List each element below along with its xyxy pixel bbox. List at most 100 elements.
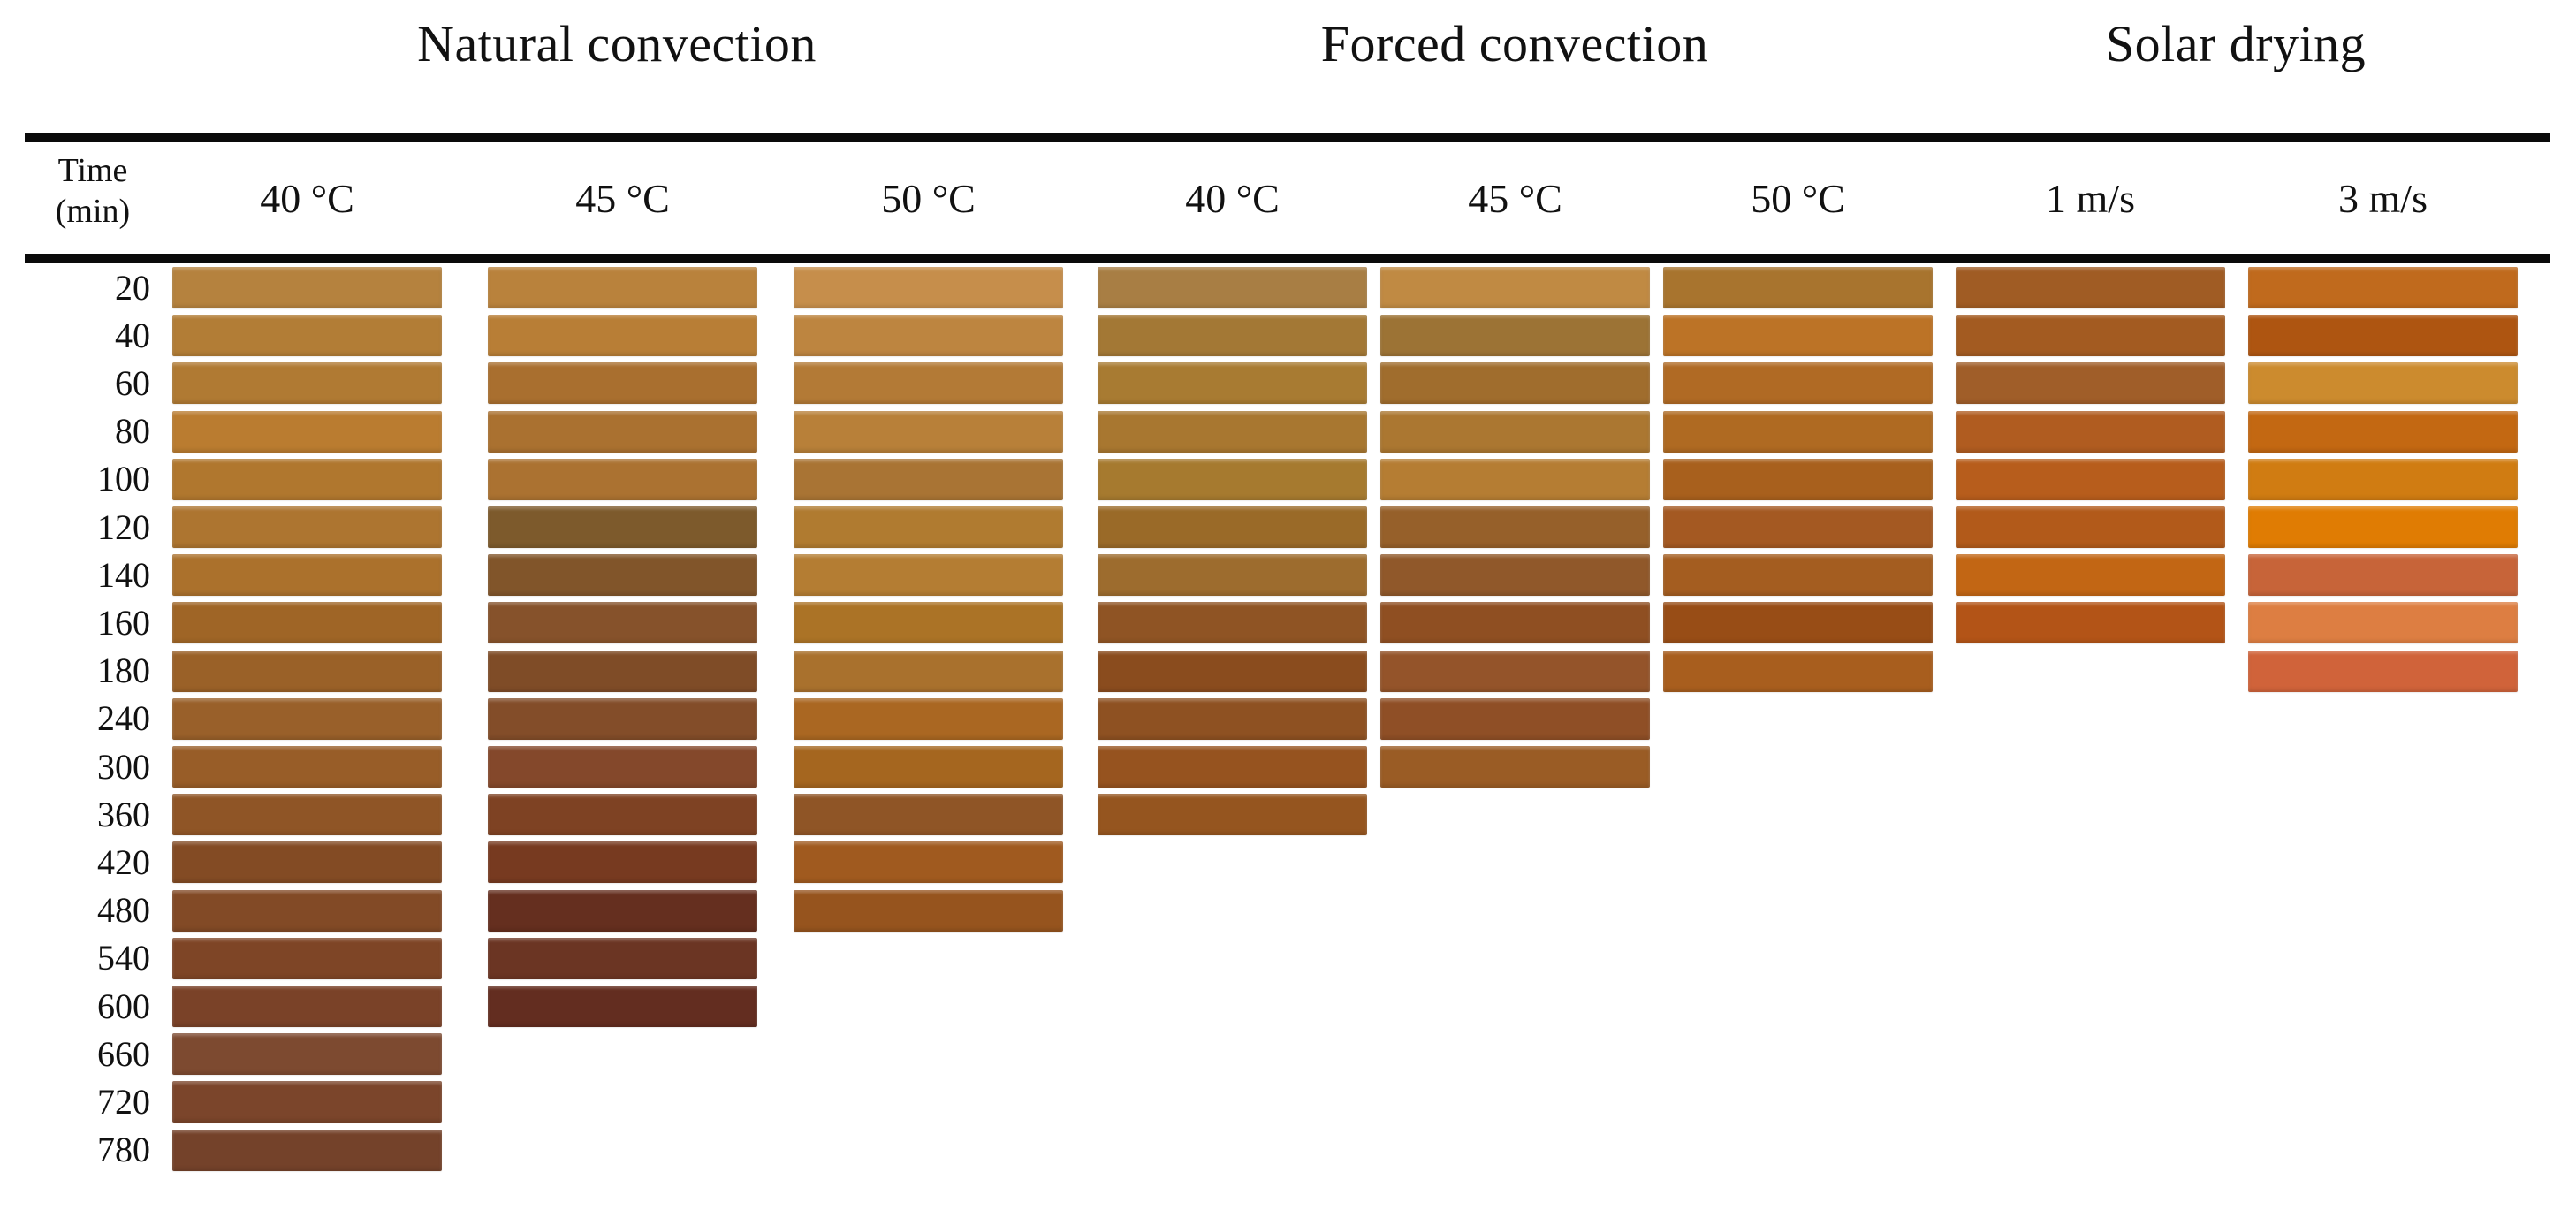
color-cell [1956,362,2225,405]
time-label: 660 [97,1033,150,1074]
color-cell [1956,506,2225,548]
color-cell [1098,794,1367,836]
color-cell [172,794,442,836]
time-label: 20 [115,267,150,308]
table-rule-header-bottom [25,254,2550,263]
color-cell [1380,602,1650,644]
color-cell [172,410,442,453]
color-cell [172,746,442,788]
color-cell [1663,554,1933,597]
color-cell [794,554,1063,597]
group-header-solar-drying: Solar drying [2105,15,2367,72]
color-cell [1098,746,1367,788]
color-cell [172,1033,442,1076]
color-cell [1663,362,1933,405]
color-cell [2248,602,2518,644]
color-cell [1956,315,2225,357]
time-header-line1: Time [57,152,128,189]
color-cell [172,1129,442,1171]
color-cell [172,267,442,308]
color-cell [794,889,1063,932]
color-cell [172,1081,442,1123]
color-cell [1663,602,1933,644]
color-cell [794,697,1063,740]
group-header-forced-convection: Forced convection [1320,15,1709,72]
color-cell [2248,650,2518,692]
color-cell [1380,362,1650,405]
color-cell [1098,506,1367,548]
color-cell [1663,458,1933,500]
color-cell [488,841,757,884]
color-cell [1380,458,1650,500]
color-cell [488,746,757,788]
color-cell [2248,362,2518,405]
color-cell [1380,410,1650,453]
color-cell [1956,410,2225,453]
time-label: 180 [97,651,150,691]
column-header: 40 °C [260,176,354,221]
color-cell [488,794,757,836]
time-label: 480 [97,890,150,931]
color-cell [794,506,1063,548]
time-label: 120 [97,506,150,547]
color-cell [1956,554,2225,597]
column-header: 40 °C [1185,176,1280,221]
time-label: 240 [97,698,150,739]
time-label: 420 [97,841,150,882]
time-label: 720 [97,1081,150,1122]
color-cell [1663,315,1933,357]
color-cell [2248,267,2518,308]
color-cell [1098,315,1367,357]
time-header-line2: (min) [55,193,131,230]
column-header: 1 m/s [2046,176,2135,221]
color-cell [172,458,442,500]
color-cell [1380,697,1650,740]
column-header: 45 °C [575,176,670,221]
color-cell [488,889,757,932]
color-cell [172,697,442,740]
color-cell [1098,554,1367,597]
color-cell [794,315,1063,357]
color-cell [1663,506,1933,548]
color-cell [2248,410,2518,453]
color-cell [488,554,757,597]
color-cell [488,602,757,644]
color-cell [1380,315,1650,357]
color-cell [488,458,757,500]
color-cell [172,650,442,692]
color-cell [794,362,1063,405]
time-label: 540 [97,938,150,978]
color-cell [794,794,1063,836]
group-header-natural-convection: Natural convection [417,15,817,72]
color-cell [1380,554,1650,597]
color-cell [1098,410,1367,453]
color-cell [794,650,1063,692]
color-cell [1380,267,1650,308]
color-cell [172,602,442,644]
column-header: 50 °C [1751,176,1845,221]
color-cell [172,841,442,884]
color-cell [2248,315,2518,357]
time-label: 40 [115,315,150,355]
color-cell [794,458,1063,500]
time-label: 600 [97,986,150,1026]
column-header: 50 °C [881,176,976,221]
color-cell [1380,650,1650,692]
color-cell [1956,602,2225,644]
time-label: 80 [115,411,150,452]
color-cell [172,315,442,357]
column-header: 3 m/s [2338,176,2428,221]
color-cell [488,267,757,308]
color-cell [1098,267,1367,308]
color-cell [794,602,1063,644]
color-cell [2248,506,2518,548]
color-cell [488,937,757,979]
time-label: 780 [97,1130,150,1170]
color-cell [488,315,757,357]
color-cell [1663,410,1933,453]
color-cell [1663,650,1933,692]
color-cell [488,986,757,1027]
color-cell [488,697,757,740]
color-cell [1098,458,1367,500]
color-cell [488,650,757,692]
